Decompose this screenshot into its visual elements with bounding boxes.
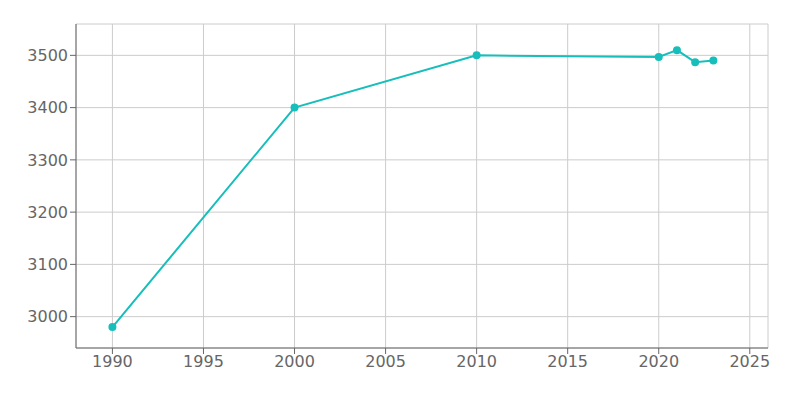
svg-text:3100: 3100 xyxy=(27,255,68,274)
svg-text:2020: 2020 xyxy=(638,352,679,371)
svg-text:3300: 3300 xyxy=(27,151,68,170)
svg-text:2015: 2015 xyxy=(547,352,588,371)
svg-text:2010: 2010 xyxy=(456,352,497,371)
svg-text:3500: 3500 xyxy=(27,46,68,65)
svg-text:3000: 3000 xyxy=(27,307,68,326)
svg-text:1990: 1990 xyxy=(92,352,133,371)
svg-text:2025: 2025 xyxy=(729,352,770,371)
svg-text:3200: 3200 xyxy=(27,203,68,222)
svg-text:2000: 2000 xyxy=(274,352,315,371)
svg-text:2005: 2005 xyxy=(365,352,406,371)
svg-text:3400: 3400 xyxy=(27,98,68,117)
svg-text:1995: 1995 xyxy=(183,352,224,371)
